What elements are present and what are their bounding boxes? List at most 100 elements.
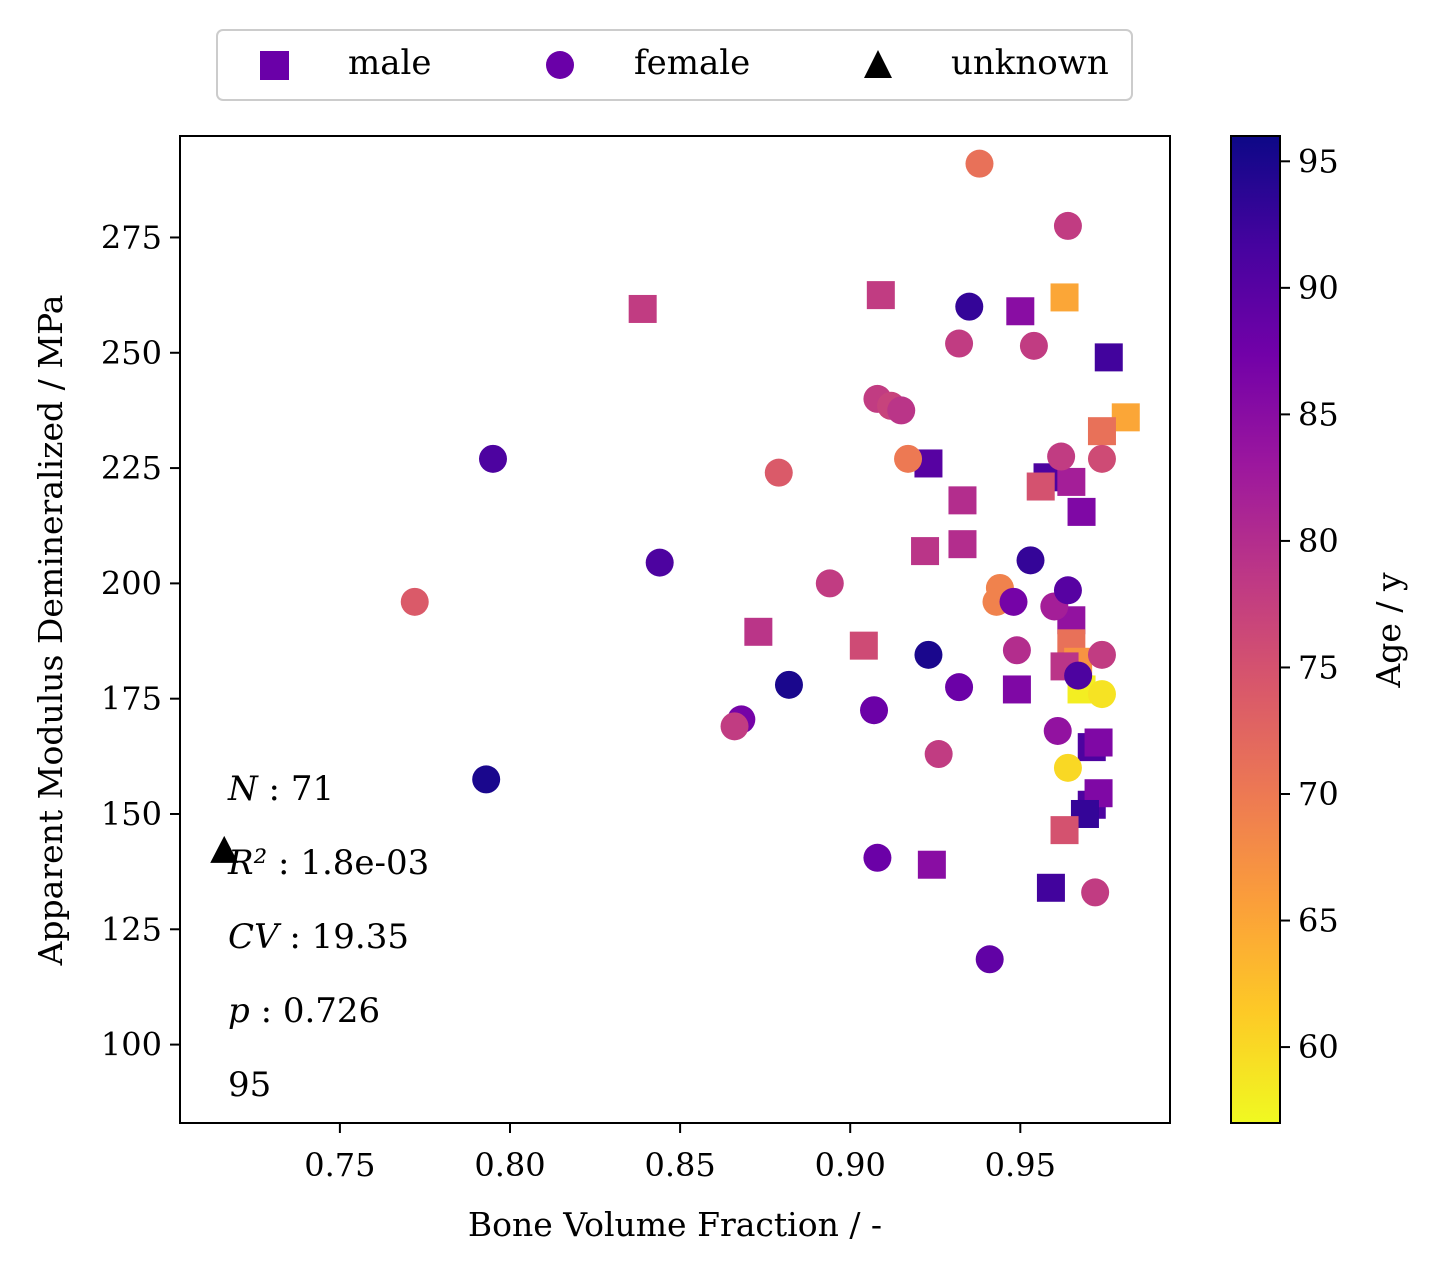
colorbar-label: Age / y [1369, 572, 1408, 689]
y-tick-label: 225 [101, 449, 162, 487]
y-axis-label: Apparent Modulus Demineralized / MPa [31, 295, 70, 967]
stat-value: 1.8e-03 [300, 843, 429, 883]
y-tick-label: 200 [101, 564, 162, 602]
data-point-female-62 [720, 712, 749, 741]
x-tick-label: 0.90 [815, 1146, 886, 1184]
y-tick-label: 175 [101, 680, 162, 718]
data-point-male-30 [1036, 873, 1065, 902]
data-point-female-53 [914, 640, 943, 669]
stat-value: 0.726 [283, 991, 380, 1031]
data-point-female-45 [1016, 546, 1045, 575]
stat-value: 71 [291, 769, 334, 809]
data-point-female-40 [894, 444, 923, 473]
colorbar-tick-label: 65 [1298, 902, 1339, 940]
stat-separator: : [250, 991, 283, 1031]
data-points [210, 149, 1140, 974]
data-point-male-28 [1050, 816, 1079, 845]
data-point-female-38 [887, 396, 916, 425]
y-axis-ticks: 100 125 150 175 200 225 250 275 [101, 218, 180, 1064]
data-point-male-12 [1067, 497, 1096, 526]
stat-label: CV [228, 917, 282, 957]
data-point-male-29 [917, 850, 946, 879]
plot-frame [179, 135, 1171, 1124]
stat-annotation: CV : 19.35 [228, 917, 409, 957]
data-point-male-10 [1026, 472, 1055, 501]
x-tick-label: 0.85 [644, 1146, 715, 1184]
colorbar-tick-label: 60 [1298, 1028, 1339, 1066]
legend-male-label: male [348, 43, 432, 83]
legend-female-label: female [634, 43, 750, 83]
stat-annotation: 95 [228, 1065, 271, 1105]
legend: male female unknown [216, 29, 1133, 101]
data-point-male-9 [1057, 467, 1086, 496]
data-point-male-0 [628, 294, 657, 323]
data-point-female-56 [774, 670, 803, 699]
y-tick-label: 100 [101, 1026, 162, 1064]
colorbar-ticks: 60 65 70 75 80 85 90 95 [1280, 142, 1339, 1066]
data-point-female-57 [945, 673, 974, 702]
data-point-female-52 [1053, 576, 1082, 605]
x-tick-label: 0.95 [985, 1146, 1056, 1184]
legend-frame [216, 29, 1133, 101]
stat-separator: : [279, 917, 312, 957]
y-tick-label: 125 [101, 910, 162, 948]
colorbar-tick-label: 70 [1298, 775, 1339, 813]
colorbar-tick-label: 95 [1298, 142, 1339, 180]
data-point-female-35 [1019, 331, 1048, 360]
data-point-female-63 [1043, 716, 1072, 745]
legend-unknown-label: unknown [951, 43, 1109, 83]
y-tick-label: 250 [101, 334, 162, 372]
data-point-female-69 [975, 945, 1004, 974]
data-point-male-4 [1094, 343, 1123, 372]
data-point-female-65 [1053, 753, 1082, 782]
data-point-male-6 [1087, 417, 1116, 446]
data-point-female-32 [1053, 211, 1082, 240]
data-point-female-44 [645, 548, 674, 577]
colorbar-tick-label: 80 [1298, 522, 1339, 560]
data-point-female-60 [860, 696, 889, 725]
data-point-female-64 [924, 740, 953, 769]
data-point-unknown-70 [210, 835, 239, 863]
legend-unknown-marker [864, 50, 892, 78]
data-point-male-24 [1084, 728, 1113, 757]
stat-separator: : [267, 843, 300, 883]
data-point-female-67 [863, 843, 892, 872]
data-point-male-16 [744, 617, 773, 646]
data-point-male-11 [948, 486, 977, 515]
data-point-female-55 [1087, 640, 1116, 669]
data-point-male-2 [1006, 297, 1035, 326]
y-tick-label: 275 [101, 218, 162, 256]
plot-area [180, 136, 1170, 1123]
stat-label: p [228, 991, 250, 1031]
legend-male-marker [260, 51, 289, 80]
stat-annotation: N : 71 [227, 769, 334, 809]
data-point-male-3 [1050, 283, 1079, 312]
data-point-female-66 [472, 765, 501, 794]
colorbar-tick-label: 75 [1298, 648, 1339, 686]
data-point-female-43 [764, 458, 793, 487]
colorbar-tick-label: 85 [1298, 395, 1339, 433]
x-tick-label: 0.80 [474, 1146, 545, 1184]
data-point-female-31 [965, 149, 994, 178]
x-axis-ticks: 0.75 0.80 0.85 0.90 0.95 [304, 1123, 1056, 1184]
stat-annotation: R² : 1.8e-03 [227, 843, 429, 883]
data-point-female-58 [1064, 661, 1093, 690]
stat-annotation: p : 0.726 [228, 991, 380, 1031]
x-tick-label: 0.75 [304, 1146, 375, 1184]
data-point-female-41 [1047, 442, 1076, 471]
data-point-male-17 [849, 631, 878, 660]
data-point-female-46 [400, 587, 429, 616]
data-point-male-13 [948, 530, 977, 559]
colorbar-tick-label: 90 [1298, 269, 1339, 307]
stat-value: 95 [228, 1065, 271, 1105]
stat-value: 19.35 [312, 917, 409, 957]
data-point-male-5 [1111, 403, 1140, 432]
colorbar-gradient [1230, 135, 1281, 1124]
data-point-female-34 [945, 329, 974, 358]
stat-label: R² [227, 843, 267, 883]
legend-female-marker [546, 51, 574, 79]
data-point-female-33 [955, 292, 984, 321]
stat-separator: : [258, 769, 291, 809]
data-point-female-59 [1087, 680, 1116, 709]
